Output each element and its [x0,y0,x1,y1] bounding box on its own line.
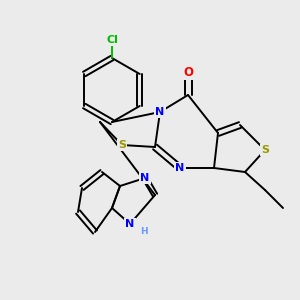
Text: O: O [183,65,193,79]
Text: N: N [155,107,165,117]
Text: N: N [176,163,184,173]
Text: N: N [140,173,150,183]
Text: Cl: Cl [106,35,118,45]
Text: S: S [261,145,269,155]
Text: S: S [118,140,126,150]
Text: N: N [125,219,135,229]
Text: H: H [140,227,148,236]
